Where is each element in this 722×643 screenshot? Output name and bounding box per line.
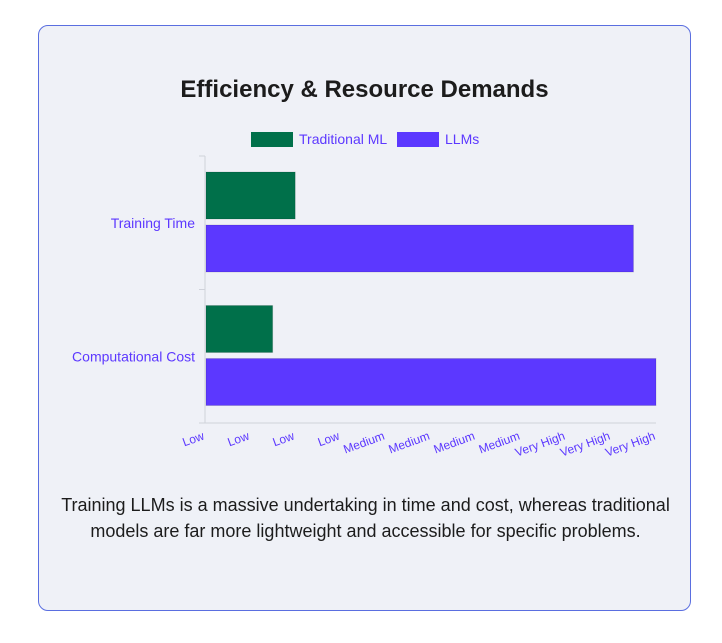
chart-card: Efficiency & Resource Demands Traditiona…	[38, 25, 691, 611]
chart-caption: Training LLMs is a massive undertaking i…	[61, 495, 670, 541]
legend-label: Traditional ML	[299, 131, 387, 147]
x-tick-label: Medium	[342, 429, 387, 457]
x-tick-label: Medium	[387, 429, 432, 457]
x-tick-label: Low	[226, 429, 252, 450]
legend-swatch	[397, 132, 439, 147]
x-tick-label: Low	[316, 429, 342, 450]
chart-axes	[199, 155, 656, 424]
x-tick-label: Very High	[513, 429, 567, 460]
x-tick-label: Low	[271, 429, 297, 450]
bar-llms	[205, 358, 657, 406]
x-tick-label: Medium	[432, 429, 477, 457]
legend-swatch	[251, 132, 293, 147]
bar-traditional-ml	[205, 305, 274, 353]
chart-bars	[205, 171, 657, 406]
y-category-label: Training Time	[111, 215, 196, 231]
bar-llms	[205, 224, 634, 273]
y-category-label: Computational Cost	[72, 348, 195, 364]
bar-chart: Traditional ML LLMs Training Time Computat…	[72, 131, 657, 460]
chart-title: Efficiency & Resource Demands	[180, 76, 549, 103]
legend-label: LLMs	[445, 131, 479, 147]
x-tick-label: Low	[181, 429, 207, 450]
x-axis-ticks: Low Low Low Low Medium Medium Medium MediumVery…	[181, 429, 657, 460]
x-tick-label: Very High	[603, 429, 657, 460]
y-axis-labels: Training Time Computational Cost	[72, 215, 195, 365]
bar-traditional-ml	[205, 171, 296, 220]
x-tick-label: Very High	[558, 429, 612, 460]
chart-legend: Traditional ML LLMs	[251, 131, 479, 147]
